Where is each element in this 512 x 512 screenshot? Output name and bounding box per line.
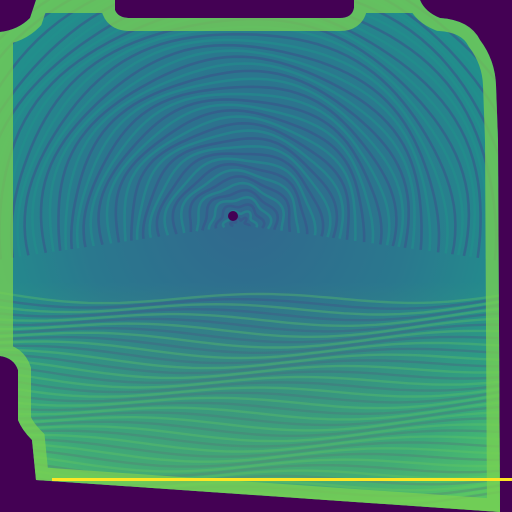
core-point-marker (228, 211, 238, 221)
bottom-edge-line (52, 478, 512, 481)
